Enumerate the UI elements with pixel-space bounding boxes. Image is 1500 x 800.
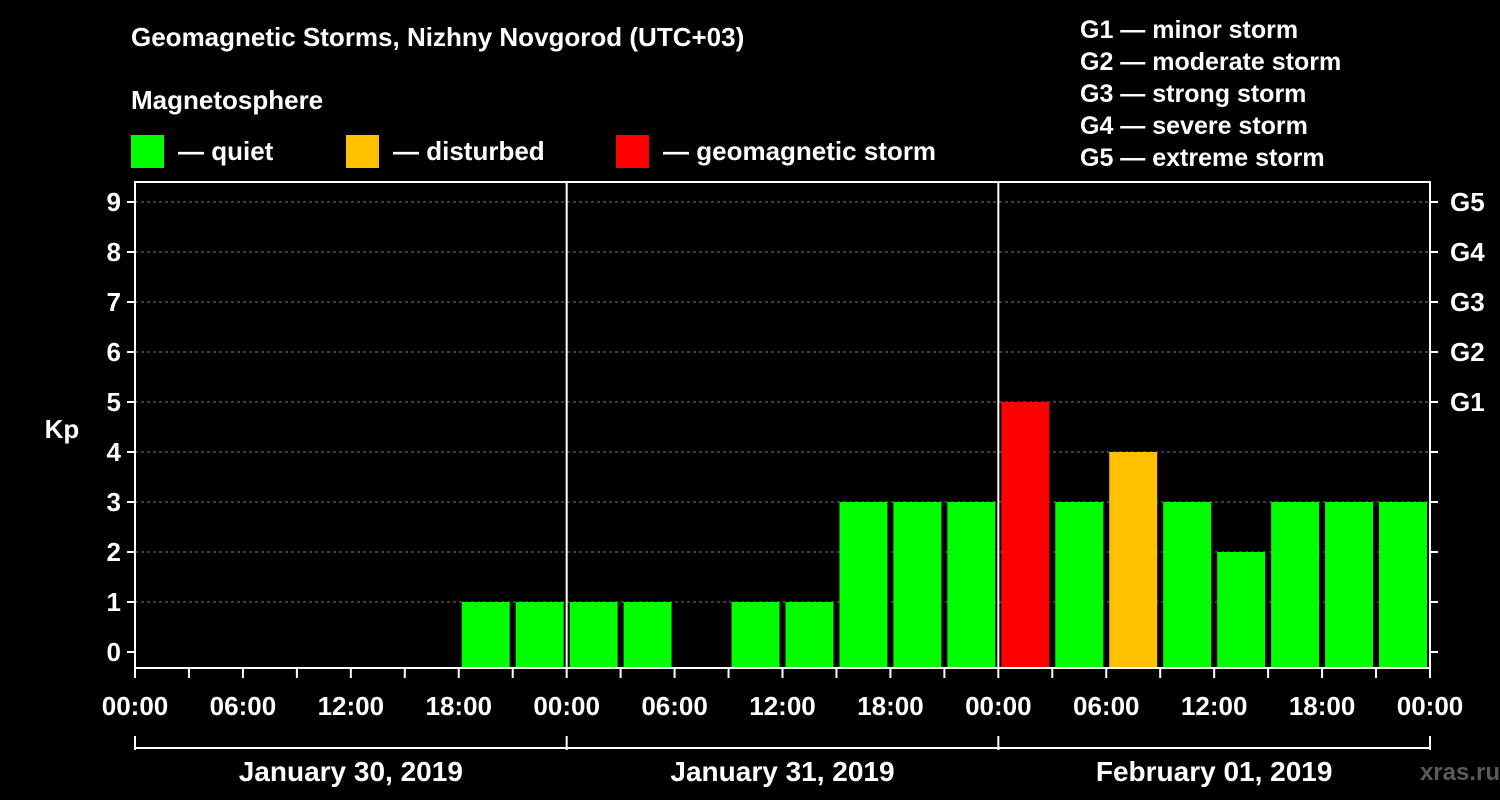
chart-title: Geomagnetic Storms, Nizhny Novgorod (UTC… (131, 22, 745, 52)
legend-label-quiet: — quiet (178, 135, 274, 166)
legend-swatch-storm (616, 134, 649, 168)
x-tick-label: 18:00 (1289, 691, 1356, 721)
y-tick-label: 1 (107, 587, 121, 617)
chart-subtitle: Magnetosphere (131, 85, 324, 115)
y-tick-label: 5 (107, 387, 121, 417)
storm-scale-g4: G4 — severe storm (1080, 112, 1308, 140)
legend-quiet: — quiet (131, 134, 273, 168)
watermark: xras.ru (1420, 759, 1500, 786)
bar (731, 602, 780, 668)
legend-swatch-disturbed (346, 134, 379, 168)
bar (1325, 502, 1374, 668)
x-tick-label: 12:00 (318, 691, 385, 721)
storm-scale-g3: G3 — strong storm (1080, 80, 1307, 108)
bars (461, 402, 1427, 668)
bar (569, 602, 618, 668)
y-tick-label: 8 (107, 237, 121, 267)
storm-level-label: G3 (1450, 287, 1485, 317)
storm-scale-legend: G1 — minor storm G2 — moderate storm G3 … (1080, 14, 1341, 174)
date-label: January 30, 2019 (239, 756, 463, 787)
bar (1217, 552, 1266, 668)
bar (1109, 452, 1158, 668)
storm-level-label: G4 (1450, 237, 1485, 267)
bar (893, 502, 942, 668)
y-tick-label: 6 (107, 337, 121, 367)
storm-level-label: G5 (1450, 187, 1485, 217)
y-tick-label: 0 (107, 637, 121, 667)
grid-lines (135, 201, 1430, 603)
x-tick-label: 18:00 (857, 691, 924, 721)
storm-scale-g1: G1 — minor storm (1080, 16, 1299, 44)
x-tick-label: 00:00 (1397, 691, 1464, 721)
storm-level-label: G2 (1450, 337, 1485, 367)
storm-scale-g5: G5 — extreme storm (1080, 144, 1325, 172)
legend-label-storm: — geomagnetic storm (663, 135, 937, 166)
x-tick-label: 00:00 (102, 691, 169, 721)
y-tick-label: 3 (107, 487, 121, 517)
x-tick-label: 06:00 (641, 691, 708, 721)
bar (1379, 502, 1427, 668)
bar (1055, 502, 1104, 668)
y-axis-label: Kp (45, 414, 80, 444)
bar (461, 602, 510, 668)
axes: 0 1 2 3 4 5 6 7 8 9 G1 G2 G3 G4 G5 00:00 06:00 12:00 18:00… (102, 181, 1485, 787)
legend-disturbed: — disturbed (346, 134, 545, 168)
x-tick-label: 12:00 (1181, 691, 1248, 721)
y-tick-label: 4 (107, 437, 122, 467)
x-tick-label: 12:00 (749, 691, 816, 721)
x-tick-label: 06:00 (1073, 691, 1140, 721)
bar (785, 602, 834, 668)
y-tick-label: 2 (107, 537, 121, 567)
bar (623, 602, 672, 668)
bar (839, 502, 888, 668)
legend-swatch-quiet (131, 134, 164, 168)
y-tick-label: 7 (107, 287, 121, 317)
legend-storm: — geomagnetic storm (616, 134, 936, 168)
bar (947, 502, 996, 668)
y-tick-label: 9 (107, 187, 121, 217)
x-tick-label: 18:00 (426, 691, 493, 721)
storm-scale-g2: G2 — moderate storm (1080, 48, 1342, 76)
x-tick-label: 06:00 (210, 691, 277, 721)
bar (1163, 502, 1212, 668)
bar (515, 602, 564, 668)
bar (1001, 402, 1050, 668)
x-tick-label: 00:00 (533, 691, 600, 721)
legend-label-disturbed: — disturbed (393, 135, 545, 166)
date-label: January 31, 2019 (670, 756, 894, 787)
x-tick-label: 00:00 (965, 691, 1032, 721)
bar (1271, 502, 1320, 668)
storm-level-label: G1 (1450, 387, 1485, 417)
date-label: February 01, 2019 (1096, 756, 1333, 787)
